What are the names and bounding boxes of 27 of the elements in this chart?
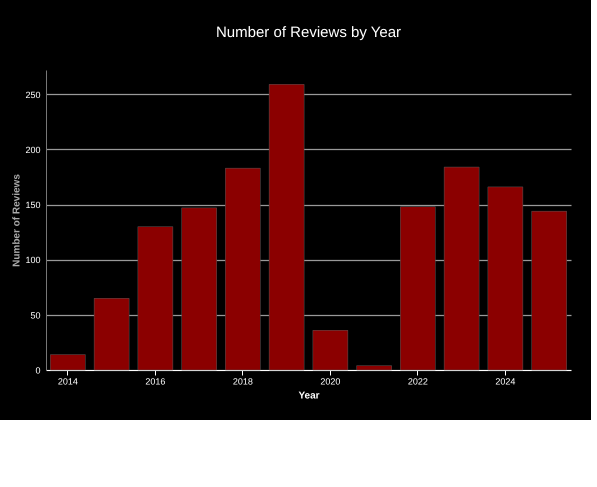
x-tick-label: 2020 <box>320 376 340 386</box>
y-tick-label: 100 <box>25 255 40 266</box>
bar <box>400 206 436 370</box>
bar <box>444 166 480 370</box>
bar <box>268 84 304 370</box>
bar <box>181 208 217 370</box>
chart-title: Number of Reviews by Year <box>216 24 402 41</box>
bar <box>50 354 86 370</box>
y-tick-label: 250 <box>25 90 40 100</box>
x-axis-title: Year <box>298 390 320 402</box>
y-tick-label: 50 <box>30 310 40 320</box>
y-axis-title: Number of Reviews <box>11 174 22 267</box>
y-tick-label: 150 <box>25 200 40 210</box>
x-tick-label: 2016 <box>145 376 166 386</box>
bar <box>531 210 567 370</box>
bar <box>138 226 174 370</box>
x-tick-label: 2022 <box>408 376 428 386</box>
x-tick-label: 2018 <box>232 376 253 386</box>
bar <box>312 330 348 370</box>
x-tick-label: 2014 <box>58 376 78 386</box>
x-tick-label: 2024 <box>495 376 516 386</box>
y-tick-label: 0 <box>35 366 40 376</box>
bar <box>225 168 261 370</box>
bar <box>356 365 392 370</box>
bar <box>488 186 524 370</box>
bar <box>94 298 130 370</box>
y-tick-label: 200 <box>25 144 40 155</box>
